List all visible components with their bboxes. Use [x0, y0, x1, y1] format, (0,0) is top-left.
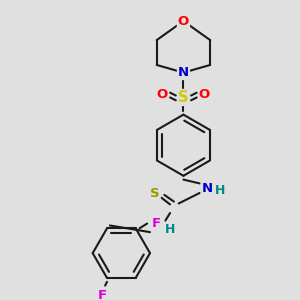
Text: F: F	[152, 217, 161, 230]
Text: N: N	[202, 182, 213, 195]
Text: O: O	[178, 14, 189, 28]
Text: H: H	[214, 184, 225, 196]
Text: O: O	[157, 88, 168, 101]
Text: N: N	[178, 66, 189, 79]
Text: S: S	[178, 90, 189, 105]
Text: S: S	[150, 188, 160, 200]
Text: H: H	[165, 223, 175, 236]
Text: N: N	[152, 220, 163, 233]
Text: F: F	[98, 289, 107, 300]
Text: O: O	[199, 88, 210, 101]
